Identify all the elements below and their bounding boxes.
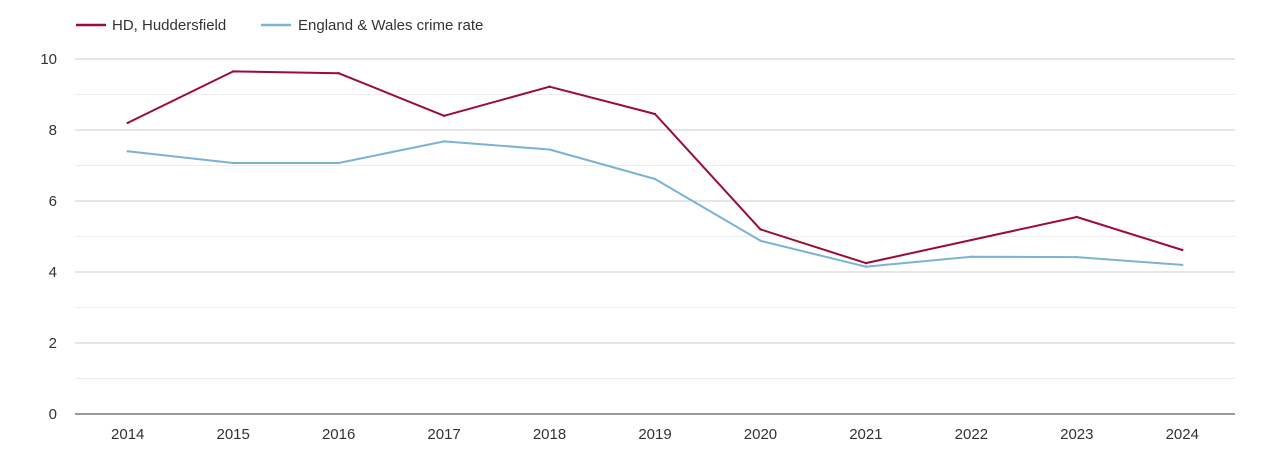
legend-item-huddersfield: HD, Huddersfield	[76, 17, 226, 34]
grid	[75, 58, 1235, 379]
data-point-huddersfield	[759, 228, 762, 231]
x-tick-label: 2019	[638, 426, 671, 443]
data-point-huddersfield	[1075, 215, 1079, 219]
y-tick-label: 0	[49, 406, 57, 423]
legend-label-huddersfield: HD, Huddersfield	[112, 17, 226, 34]
x-tick-label: 2020	[744, 426, 777, 443]
data-point-huddersfield	[126, 121, 129, 125]
x-tick-label: 2016	[322, 426, 355, 443]
x-tick-label: 2017	[427, 426, 460, 443]
x-tick-label: 2023	[1060, 426, 1093, 443]
series-line-england-wales	[127, 140, 1183, 268]
data-point-england-wales	[231, 161, 235, 165]
y-tick-label: 6	[49, 193, 57, 210]
y-axis: 0 2 4 6 8 10	[40, 51, 57, 423]
data-point-england-wales	[442, 140, 446, 143]
data-point-england-wales	[1075, 255, 1079, 259]
x-tick-label: 2022	[955, 426, 988, 443]
data-point-huddersfield	[337, 72, 340, 75]
legend-label-england-wales: England & Wales crime rate	[298, 17, 483, 34]
series-line-huddersfield	[127, 70, 1183, 265]
x-tick-label: 2021	[849, 426, 882, 443]
data-point-huddersfield	[231, 70, 235, 73]
data-point-england-wales	[337, 161, 340, 165]
data-point-england-wales	[1181, 263, 1184, 267]
data-point-huddersfield	[1181, 248, 1184, 252]
data-point-huddersfield	[864, 261, 868, 265]
y-tick-label: 4	[49, 264, 57, 281]
data-point-england-wales	[548, 148, 551, 151]
y-tick-label: 2	[49, 335, 57, 352]
x-tick-label: 2024	[1166, 426, 1199, 443]
y-tick-label: 10	[40, 51, 57, 68]
legend-item-england-wales: England & Wales crime rate	[261, 17, 483, 34]
data-point-england-wales	[653, 177, 657, 181]
data-point-huddersfield	[442, 114, 446, 118]
x-tick-label: 2018	[533, 426, 566, 443]
data-point-huddersfield	[548, 85, 551, 88]
x-axis: 2014 2015 2016 2017 2018 2019 2020 2021 2022 2023…	[75, 413, 1235, 443]
series-layer	[126, 70, 1184, 268]
data-point-huddersfield	[653, 112, 657, 116]
x-tick-label: 2014	[111, 426, 144, 443]
data-point-england-wales	[970, 255, 973, 258]
y-tick-label: 8	[49, 122, 57, 139]
data-point-england-wales	[864, 265, 868, 268]
data-point-england-wales	[126, 150, 129, 153]
data-point-huddersfield	[970, 238, 973, 242]
data-point-england-wales	[759, 239, 762, 242]
legend: HD, Huddersfield England & Wales crime r…	[76, 17, 483, 34]
x-tick-label: 2015	[216, 426, 249, 443]
